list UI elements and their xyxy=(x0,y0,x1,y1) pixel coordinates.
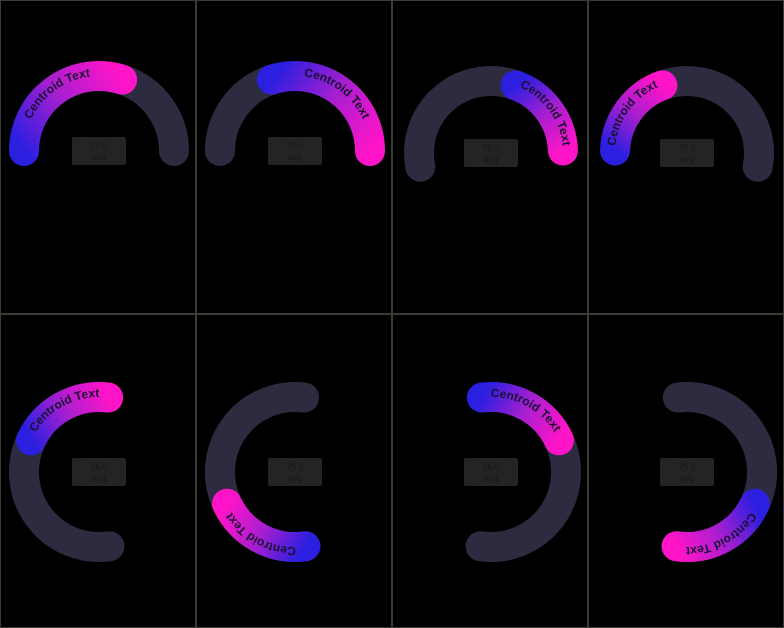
svg-text:avg: avg xyxy=(484,473,499,483)
svg-text:75.0: 75.0 xyxy=(286,141,304,151)
svg-text:avg: avg xyxy=(288,473,303,483)
svg-text:avg: avg xyxy=(92,152,107,162)
svg-text:avg: avg xyxy=(92,473,107,483)
svg-text:75.0: 75.0 xyxy=(90,462,108,472)
svg-text:avg: avg xyxy=(680,473,695,483)
svg-text:75.0: 75.0 xyxy=(678,143,696,153)
svg-text:75.0: 75.0 xyxy=(482,462,500,472)
svg-text:avg: avg xyxy=(288,152,303,162)
svg-text:avg: avg xyxy=(680,154,695,164)
svg-text:75.0: 75.0 xyxy=(90,141,108,151)
svg-text:75.0: 75.0 xyxy=(286,462,304,472)
svg-text:75.0: 75.0 xyxy=(678,462,696,472)
svg-text:avg: avg xyxy=(484,154,499,164)
svg-text:75.0: 75.0 xyxy=(482,143,500,153)
